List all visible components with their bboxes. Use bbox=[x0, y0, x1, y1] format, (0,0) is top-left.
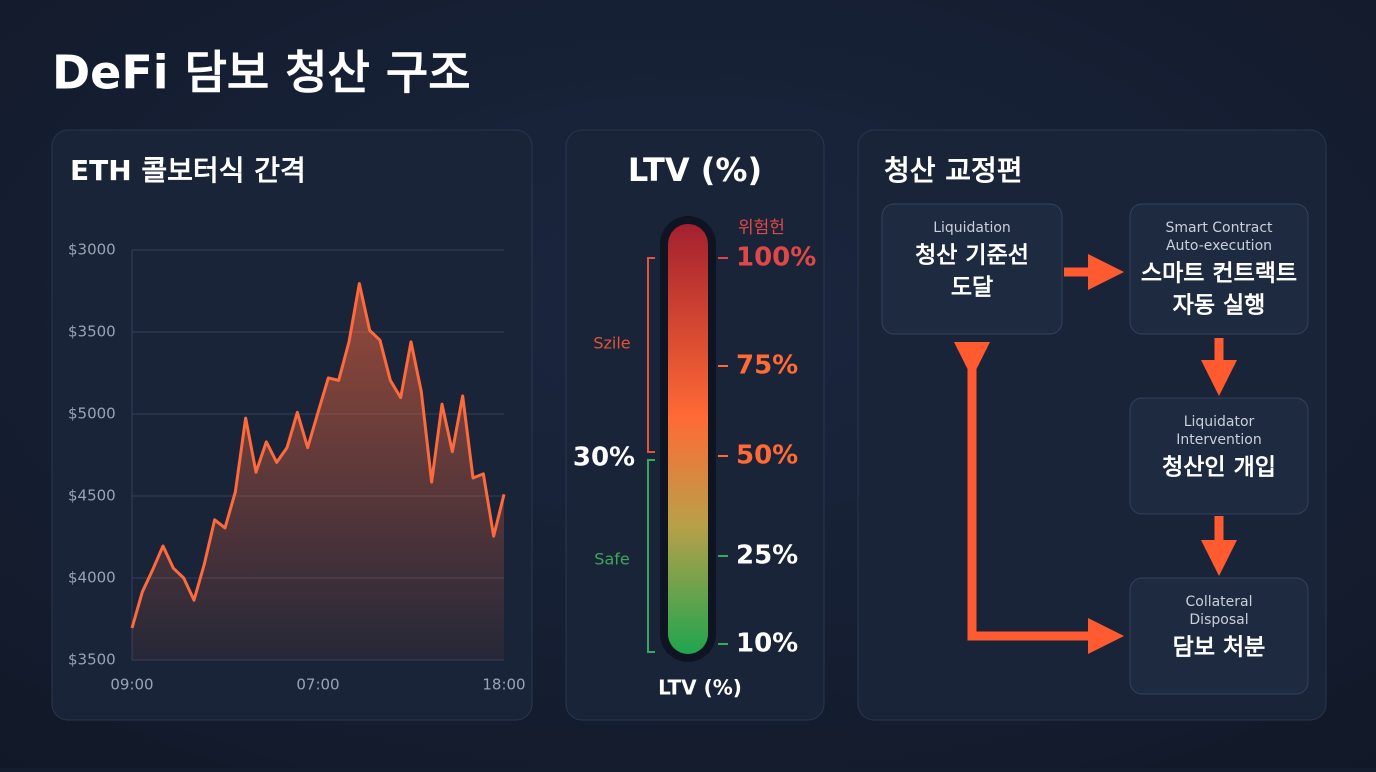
y-tick-label: $3000 bbox=[68, 241, 116, 259]
gauge-bar bbox=[668, 224, 708, 654]
node-en-label: Liquidation bbox=[933, 220, 1011, 236]
page-title: DeFi 담보 청산 구조 bbox=[52, 46, 471, 100]
node-en-line: Intervention bbox=[1176, 432, 1261, 448]
flow-arrows bbox=[954, 254, 1237, 654]
y-tick-label: $4500 bbox=[68, 487, 116, 505]
flow-node bbox=[1129, 397, 1309, 515]
safe-label: Safe bbox=[594, 550, 629, 569]
safe-bracket bbox=[647, 459, 655, 653]
warn-bracket bbox=[647, 257, 655, 453]
gauge-ticks: 100% 75% 50% 25% 10% bbox=[718, 243, 816, 659]
node-ko-label: 청산 기준선 bbox=[915, 243, 1029, 269]
node-en-line: Liquidator bbox=[1184, 414, 1255, 430]
node-en-line: Collateral bbox=[1185, 594, 1252, 610]
node-ko-label: 자동 실행 bbox=[1173, 293, 1266, 319]
danger-label: 위험헌 bbox=[738, 218, 785, 238]
node-en-line: Disposal bbox=[1189, 612, 1248, 628]
line-chart: $3500 $4000 $4500 $5000 $3500 $3000 09:00 07:00… bbox=[68, 241, 526, 694]
line bbox=[130, 282, 506, 629]
gauge-title: LTV (%) bbox=[628, 151, 762, 189]
x-tick-label: 09:00 bbox=[110, 676, 153, 694]
y-tick-label: $3500 bbox=[68, 323, 116, 341]
x-tick-label: 18:00 bbox=[482, 676, 525, 694]
flow-node bbox=[1129, 203, 1309, 335]
node-ko-label: 담보 처분 bbox=[1173, 635, 1266, 661]
arrow bbox=[954, 342, 1124, 654]
warn-label: Szile bbox=[593, 334, 630, 353]
y-tick-label: $5000 bbox=[68, 405, 116, 423]
threshold-label: 30% bbox=[573, 443, 635, 473]
node-en-label: Collateral Disposal bbox=[1185, 594, 1252, 628]
gauge-tick-label: 10% bbox=[736, 629, 798, 659]
flow-node bbox=[881, 203, 1063, 335]
node-en-label: Liquidator Intervention bbox=[1176, 414, 1261, 448]
y-tick-label: $3500 bbox=[68, 651, 116, 669]
area bbox=[132, 283, 504, 660]
node-ko-label: 스마트 컨트랙트 bbox=[1141, 261, 1297, 287]
flow-node bbox=[1129, 577, 1309, 695]
gauge-axis-label: LTV (%) bbox=[658, 676, 742, 700]
gauge-tick-label: 100% bbox=[736, 243, 816, 273]
node-ko-label: 도달 bbox=[951, 275, 993, 301]
node-en-label: Smart Contract Auto-execution bbox=[1165, 220, 1273, 254]
node-ko-label: 청산인 개입 bbox=[1162, 455, 1276, 481]
chart-title: ETH 콜보터식 간격 bbox=[70, 154, 306, 187]
node-en-line: Auto-execution bbox=[1166, 238, 1272, 254]
x-tick-label: 07:00 bbox=[296, 676, 339, 694]
gauge-tick-label: 75% bbox=[736, 351, 798, 381]
node-en-line: Smart Contract bbox=[1165, 220, 1273, 236]
flow-title: 청산 교정편 bbox=[884, 154, 1023, 187]
y-tick-label: $4000 bbox=[68, 569, 116, 587]
gauge-tick-label: 25% bbox=[736, 541, 798, 571]
gauge-tick-label: 50% bbox=[736, 441, 798, 471]
